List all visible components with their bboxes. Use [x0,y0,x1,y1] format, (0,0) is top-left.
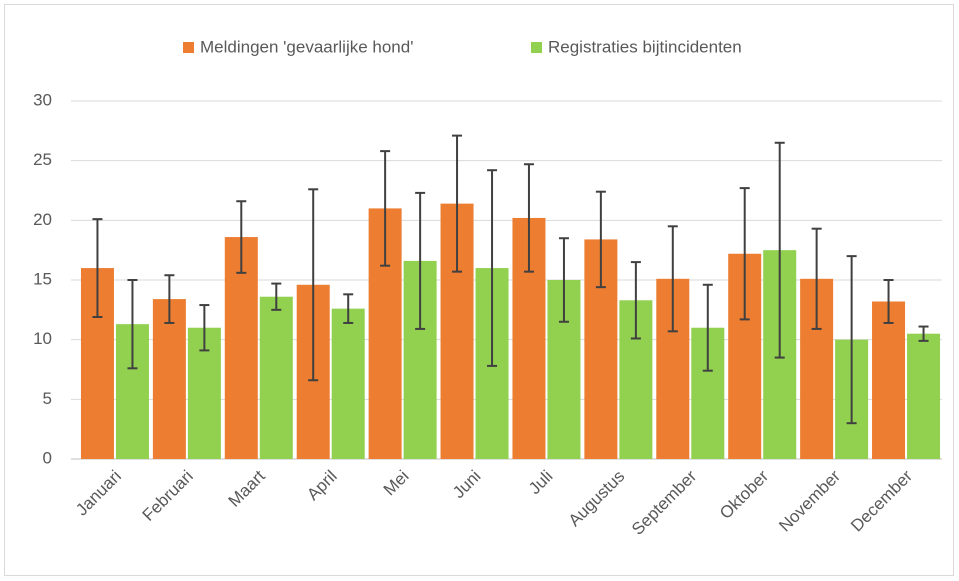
y-tick-label: 25 [33,150,52,169]
error-bar [774,141,785,359]
error-bar [630,261,641,340]
error-bar [595,190,606,289]
error-bar [199,304,210,352]
bar [259,296,293,459]
bar [224,237,258,459]
error-bar [667,225,678,333]
legend-label: Registraties bijtincidenten [548,37,742,56]
error-bar [452,134,463,273]
bar [907,333,941,459]
error-bar [883,279,894,324]
legend-swatch [531,42,542,53]
legend-swatch [183,42,194,53]
error-bar [739,187,750,321]
error-bar [236,200,247,274]
error-bar [415,191,426,330]
bar [331,308,365,459]
error-bar [308,188,319,382]
y-tick-label: 20 [33,210,52,229]
error-bar [92,218,103,318]
legend-label: Meldingen 'gevaarlijke hond' [200,37,413,56]
error-bar [487,169,498,367]
error-bar [811,227,822,330]
error-bar [380,150,391,267]
y-tick-label: 30 [33,90,52,109]
error-bar [523,163,534,273]
error-bar [127,279,138,370]
error-bar [164,274,175,324]
y-tick-label: 0 [43,448,52,467]
error-bar [918,325,929,342]
y-tick-label: 5 [43,389,52,408]
bar [152,299,186,459]
error-bar [343,293,354,324]
error-bar [846,255,857,425]
error-bar [271,282,282,311]
bar [872,301,906,459]
error-bar [558,237,569,323]
error-bar [702,283,713,372]
y-tick-label: 15 [33,269,52,288]
y-tick-label: 10 [33,329,52,348]
